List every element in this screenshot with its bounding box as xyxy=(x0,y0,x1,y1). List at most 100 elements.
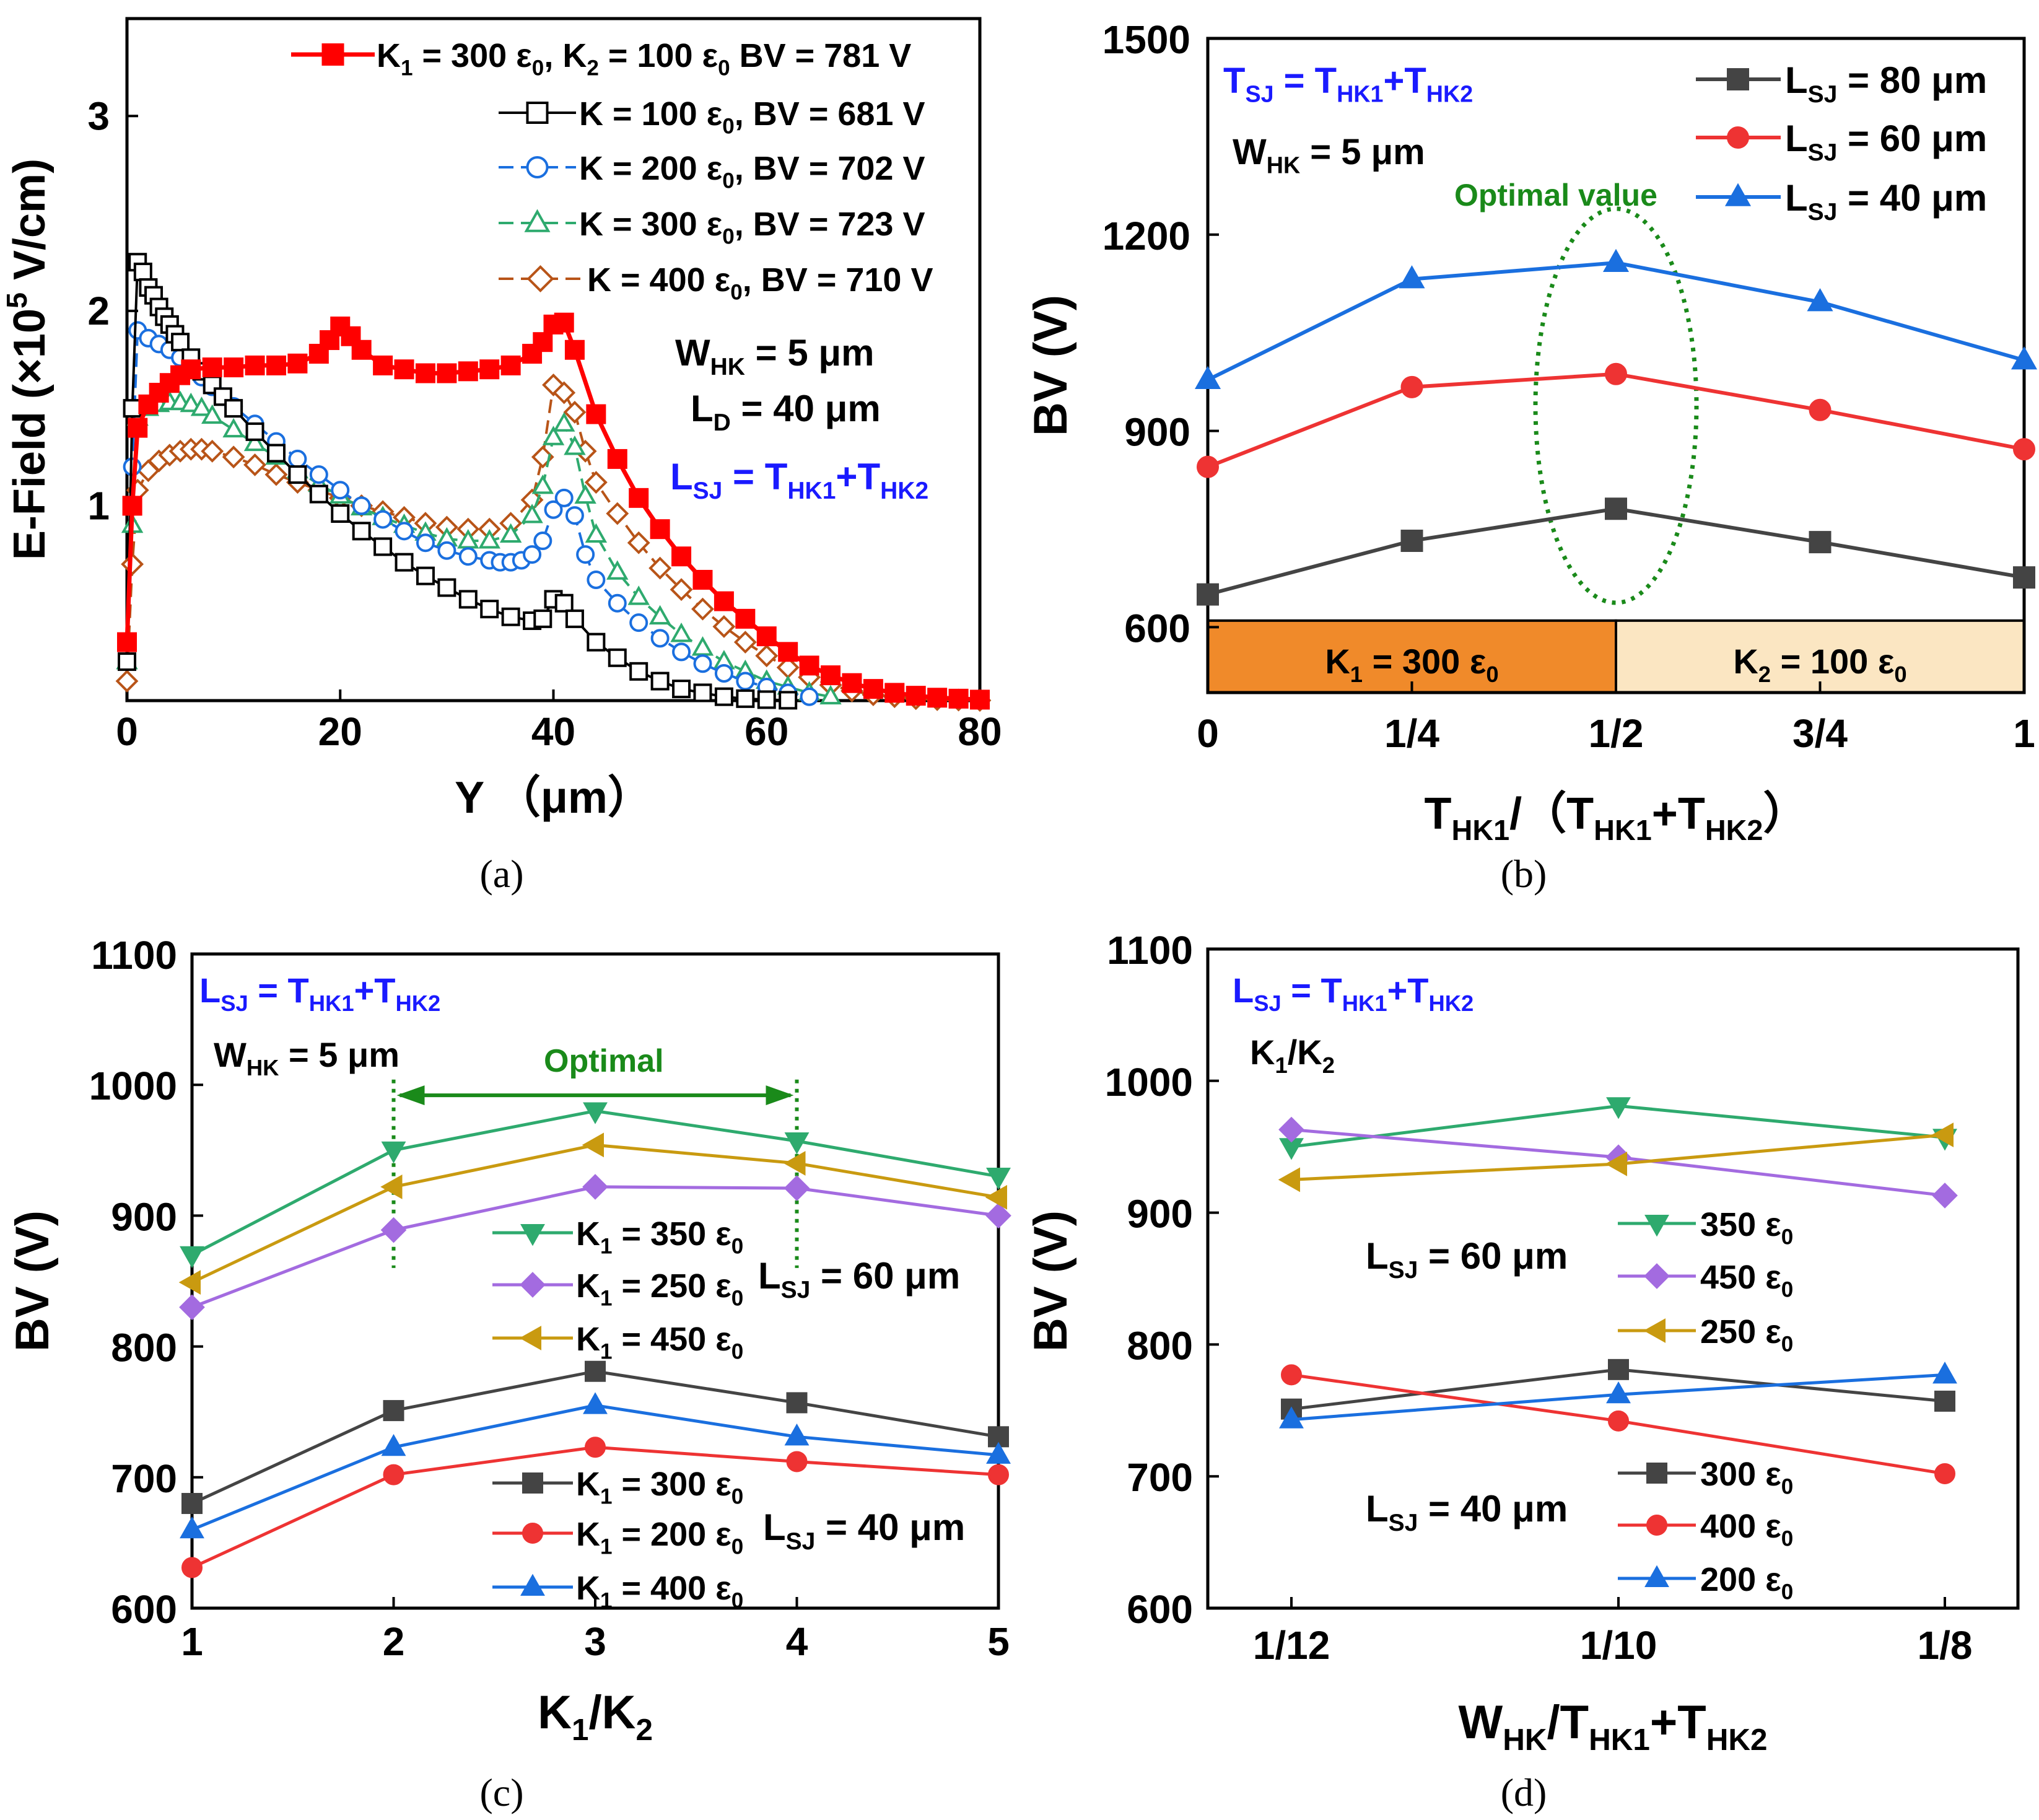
c-data-point xyxy=(383,1400,404,1422)
b-series-line xyxy=(1207,372,2025,469)
a-data-point xyxy=(121,553,144,576)
d-legend-marker xyxy=(1646,1463,1667,1484)
a-data-point xyxy=(308,344,329,364)
c-data-point xyxy=(985,1202,1011,1229)
a-data-point xyxy=(171,333,190,352)
c-data-point xyxy=(988,1464,1009,1485)
c-data-point xyxy=(180,1246,204,1269)
b-data-point xyxy=(1605,497,1627,520)
c-optimal-arrowhead-right xyxy=(766,1085,794,1106)
c-legend-label-k1-300-0: K1 = 300 ε0 xyxy=(576,1466,743,1509)
a-data-point xyxy=(521,504,543,523)
d-x-axis-label: WHK/THK1+THK2 xyxy=(1458,1696,1767,1757)
caption-d: (d) xyxy=(1501,1770,1547,1814)
b-data-point xyxy=(2013,566,2035,589)
a-data-point xyxy=(564,339,585,360)
d-y-tick-label: 700 xyxy=(1127,1455,1193,1500)
a-data-point xyxy=(692,569,713,590)
a-x-tick-label: 80 xyxy=(958,709,1002,754)
a-data-point xyxy=(648,605,671,625)
c-legend: K1 = 350 ε0 K1 = 250 ε0 K1 = 450 ε0 K1 = 30… xyxy=(492,1215,743,1613)
c-data-point xyxy=(583,1102,608,1124)
a-data-point xyxy=(243,431,266,452)
d-x-tick-label: 1/10 xyxy=(1580,1623,1657,1668)
a-data-point xyxy=(458,361,478,382)
a-series-k-100-0-bv-681-v xyxy=(118,253,798,710)
c-legend-marker xyxy=(520,1224,545,1246)
d-legend-marker xyxy=(1643,1318,1666,1343)
d-series-400-0 xyxy=(1281,1364,1955,1484)
a-data-point xyxy=(672,680,691,699)
d-data-point xyxy=(1931,1122,1954,1147)
a-data-point xyxy=(128,418,148,438)
a-data-point xyxy=(501,607,520,626)
a-data-point xyxy=(288,465,307,484)
c-data-point xyxy=(179,1294,205,1321)
a-data-point xyxy=(587,632,606,652)
a-data-point xyxy=(554,488,574,507)
d-data-point xyxy=(1278,1116,1304,1143)
c-data-point xyxy=(180,1516,204,1539)
d-data-point xyxy=(1608,1358,1629,1380)
a-series-k-200-0-bv-702-v xyxy=(118,321,819,706)
c-series-k1-300-0 xyxy=(181,1360,1009,1515)
a-data-point xyxy=(606,502,629,525)
caption-a: (a) xyxy=(479,852,523,896)
b-y-axis-label: BV (V) xyxy=(1024,295,1077,436)
a-data-point xyxy=(309,484,328,504)
b-legend-marker xyxy=(1727,126,1749,149)
a-data-point xyxy=(970,689,990,710)
b-series-line xyxy=(1207,261,2025,382)
a-data-point xyxy=(351,339,372,360)
d-data-point xyxy=(1934,1463,1955,1484)
a-legend-marker xyxy=(526,265,554,293)
a-data-point xyxy=(800,687,819,706)
a-annotation-ld: LD = 40 μm xyxy=(691,388,881,436)
c-annotation-lsj-60: LSJ = 60 μm xyxy=(758,1255,960,1303)
d-y-tick-label: 600 xyxy=(1127,1587,1193,1632)
b-data-point xyxy=(1807,288,1833,312)
panel-d-bv-vs-whk-ratio-chart: 1/12 1/10 1/8 600 700 800 900 1000 1100 WHK/THK1+… xyxy=(1024,928,2020,1757)
d-legend-label-200-0: 200 ε0 xyxy=(1700,1561,1793,1604)
c-data-point xyxy=(784,1175,810,1201)
a-data-point xyxy=(478,529,500,549)
c-data-point xyxy=(784,1150,806,1176)
a-data-point xyxy=(712,615,736,638)
d-annotation-lsj: LSJ = THK1+THK2 xyxy=(1233,971,1474,1016)
a-x-tick-label: 20 xyxy=(318,709,362,754)
a-data-point xyxy=(395,522,414,541)
c-legend-label-k1-200-0: K1 = 200 ε0 xyxy=(576,1516,743,1559)
a-data-point xyxy=(576,545,595,564)
a-data-point xyxy=(245,422,264,441)
b-data-point xyxy=(1605,362,1627,385)
d-data-point xyxy=(1932,1362,1957,1384)
a-data-point xyxy=(671,546,692,567)
a-data-point xyxy=(117,632,137,652)
b-region-label-2: K2 = 100 ε0 xyxy=(1733,642,1906,687)
d-y-tick-label: 800 xyxy=(1127,1323,1193,1368)
b-x-tick-label: 0 xyxy=(1197,711,1219,756)
a-data-point xyxy=(670,578,693,602)
b-x-tick-label: 1 xyxy=(2013,711,2035,756)
a-data-point xyxy=(629,488,649,508)
a-data-point xyxy=(584,471,608,494)
c-legend-label-k1-350-0: K1 = 350 ε0 xyxy=(576,1215,743,1259)
a-data-point xyxy=(458,547,478,566)
c-data-point xyxy=(986,1168,1011,1190)
d-data-point xyxy=(1608,1410,1629,1432)
c-x-tick-label: 4 xyxy=(786,1619,808,1664)
a-data-point xyxy=(799,655,819,676)
a-annotation-lsj: LSJ = THK1+THK2 xyxy=(670,456,928,504)
a-y-axis-label: E-Field (×105 V/cm) xyxy=(1,159,55,560)
a-data-point xyxy=(123,399,142,418)
a-data-point xyxy=(627,585,650,605)
b-data-point xyxy=(2013,438,2035,461)
b-x-tick-label: 3/4 xyxy=(1792,711,1848,756)
c-data-point xyxy=(582,1132,604,1158)
a-data-point xyxy=(544,500,563,519)
panel-c-bv-vs-k-ratio-chart: 1 2 3 4 5 600 700 800 900 1000 1100 K1/K2 BV (V) K1 =… xyxy=(6,933,1011,1747)
a-data-point xyxy=(533,332,553,352)
c-data-point xyxy=(986,1442,1011,1464)
a-data-point xyxy=(458,590,478,609)
b-legend-label-lsj-40-m: LSJ = 40 μm xyxy=(1785,177,1987,225)
